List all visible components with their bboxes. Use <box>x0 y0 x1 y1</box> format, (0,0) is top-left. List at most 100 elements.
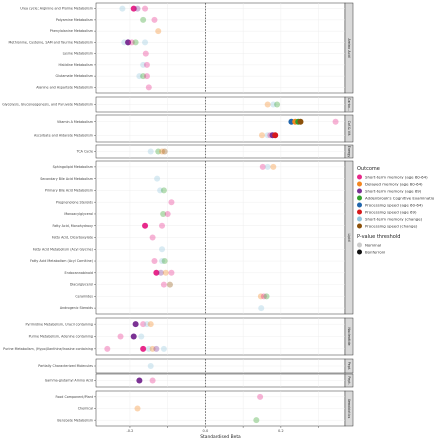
y-tick-label: Monoacylglycerol <box>64 212 93 216</box>
legend-item-label: Short-term memory (age 60-64) <box>365 174 428 179</box>
data-point <box>157 187 164 194</box>
data-point <box>149 234 156 241</box>
data-point <box>142 222 149 229</box>
legend-marker <box>357 223 362 229</box>
data-point <box>297 118 304 125</box>
x-tick-label: -0.2 <box>126 429 133 433</box>
data-point <box>258 305 265 312</box>
y-tick-label: Purine Metabolism, (Hypo)Xanthine/Inosin… <box>3 347 93 351</box>
y-tick-label: Endocannabinoid <box>65 271 93 275</box>
data-point <box>157 269 164 276</box>
data-point <box>164 210 171 217</box>
data-point <box>140 73 147 80</box>
legend-marker <box>357 216 362 222</box>
point-layer <box>104 5 339 424</box>
data-point <box>159 148 166 155</box>
data-point <box>155 148 162 155</box>
data-point <box>264 163 271 170</box>
data-point <box>149 377 156 384</box>
y-tick-label: Pregnenolone Steroids <box>56 200 93 204</box>
legend-marker <box>357 181 362 187</box>
y-tick-label: Glycolysis, Gluconeogenesis, and Pyruvat… <box>2 103 93 107</box>
legend-item-label: Delayed memory (age 60-64) <box>365 181 423 186</box>
data-point <box>128 39 135 46</box>
y-tick-label: Chemical <box>78 407 93 411</box>
data-point <box>130 333 137 340</box>
data-point <box>153 345 160 352</box>
y-tick-label: Fatty Acid Metabolism (Acyl Glycine) <box>33 247 93 251</box>
data-point <box>272 132 279 139</box>
data-point <box>168 199 175 206</box>
data-point <box>142 50 149 57</box>
data-point <box>162 269 169 276</box>
data-point <box>132 39 139 46</box>
y-tick-label: Androgenic Steroids <box>60 306 93 310</box>
data-point <box>140 321 147 328</box>
y-tick-label: Glutamate Metabolism <box>55 74 93 78</box>
y-tick-label: Ascorbate and Aldarate Metabolism <box>34 133 93 137</box>
data-point <box>142 39 149 46</box>
legend-title: P-value threshold <box>357 234 400 240</box>
y-tick-label: Gamma-glutamyl Amino Acid <box>45 379 93 383</box>
x-axis: -0.2 0.0 0.2 Standardised Beta <box>126 426 319 440</box>
facet-strip-label: Carbo... <box>347 98 351 111</box>
y-tick-label: Urea cycle; Arginine and Proline Metabol… <box>20 7 93 11</box>
legend-title: Outcome <box>357 166 380 172</box>
legend-item-label: Bonferroni <box>365 249 385 254</box>
legend-item-label: Nominal <box>365 242 381 247</box>
facet-strip-label: Energy <box>347 146 351 158</box>
data-point <box>119 5 126 12</box>
y-tick-label: Pyrimidine Metabolism, Uracil containing <box>26 322 93 326</box>
legend-marker <box>357 174 362 180</box>
data-point <box>140 16 147 23</box>
data-point <box>270 101 277 108</box>
x-tick-label: 0.0 <box>203 429 209 433</box>
y-tick-label: Alanine and Aspartate Metabolism <box>36 85 93 89</box>
facet-strip-label: Cof.& Vit. <box>347 121 351 137</box>
data-point <box>140 61 147 68</box>
data-point <box>260 293 267 300</box>
legend-item-label: Addenbrook's Cognitive Examination... <box>365 195 434 200</box>
facet-strip-label: Lipid <box>347 233 351 241</box>
legend-marker <box>357 249 362 255</box>
x-tick-label: 0.2 <box>278 429 284 433</box>
data-point <box>161 148 168 155</box>
data-point <box>264 132 271 139</box>
y-tick-label: Phenylalanine Metabolism <box>50 29 93 33</box>
data-point <box>161 258 168 265</box>
y-tick-label: Sphingolipid Metabolism <box>53 165 93 169</box>
panel-layer: Amino Acid Urea cycle; Arginine and Proli… <box>2 2 354 427</box>
y-tick-label: Vitamin A Metabolism <box>57 120 93 124</box>
legend-marker <box>357 195 362 201</box>
legend-marker <box>357 188 362 194</box>
data-point <box>259 163 266 170</box>
y-tick-label: Lysine Metabolism <box>63 52 93 56</box>
legend: Outcome Short-term memory (age 60-64) Dela… <box>357 166 434 255</box>
data-point <box>257 393 264 400</box>
panel-cof-vit <box>95 114 346 143</box>
data-point <box>168 269 175 276</box>
data-point <box>166 281 173 288</box>
facet-strip-label: Amino Acid <box>347 38 351 57</box>
data-point <box>270 163 277 170</box>
panel-amino-acid <box>95 2 346 94</box>
data-point <box>140 345 147 352</box>
facet-strip <box>344 2 354 94</box>
legend-marker <box>357 242 362 248</box>
data-point <box>138 333 145 340</box>
y-tick-label: Food Component/Plant <box>55 395 93 399</box>
legend-item-label: Processing speed (change) <box>365 223 418 228</box>
data-point <box>264 101 271 108</box>
y-tick-label: Secondary Bile Acid Metabolism <box>40 177 93 181</box>
data-point <box>117 333 124 340</box>
y-tick-label: TCA Cycle <box>76 150 93 154</box>
data-point <box>134 405 141 412</box>
data-point <box>149 345 156 352</box>
data-point <box>134 5 141 12</box>
data-point <box>143 73 150 80</box>
legend-item-label: Processing speed (age 69) <box>365 209 417 214</box>
y-tick-label: Polyamine Metabolism <box>56 18 93 22</box>
data-point <box>154 175 161 182</box>
y-tick-label: Benzoate Metabolism <box>57 418 93 422</box>
